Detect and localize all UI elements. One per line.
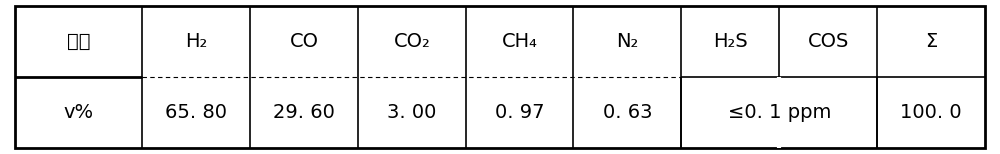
- Text: CO₂: CO₂: [393, 32, 430, 51]
- Text: H₂: H₂: [185, 32, 207, 51]
- Text: 29. 60: 29. 60: [273, 103, 335, 122]
- Text: CH₄: CH₄: [502, 32, 538, 51]
- Text: Σ: Σ: [925, 32, 937, 51]
- Text: 65. 80: 65. 80: [165, 103, 227, 122]
- Text: CO: CO: [290, 32, 319, 51]
- Text: 0. 97: 0. 97: [495, 103, 544, 122]
- Text: H₂S: H₂S: [713, 32, 748, 51]
- Text: 3. 00: 3. 00: [387, 103, 437, 122]
- Text: N₂: N₂: [616, 32, 639, 51]
- Text: 0. 63: 0. 63: [603, 103, 652, 122]
- Text: ≤0. 1 ppm: ≤0. 1 ppm: [728, 103, 831, 122]
- Text: 组成: 组成: [67, 32, 90, 51]
- Text: v%: v%: [64, 103, 94, 122]
- Text: COS: COS: [808, 32, 849, 51]
- Text: 100. 0: 100. 0: [900, 103, 962, 122]
